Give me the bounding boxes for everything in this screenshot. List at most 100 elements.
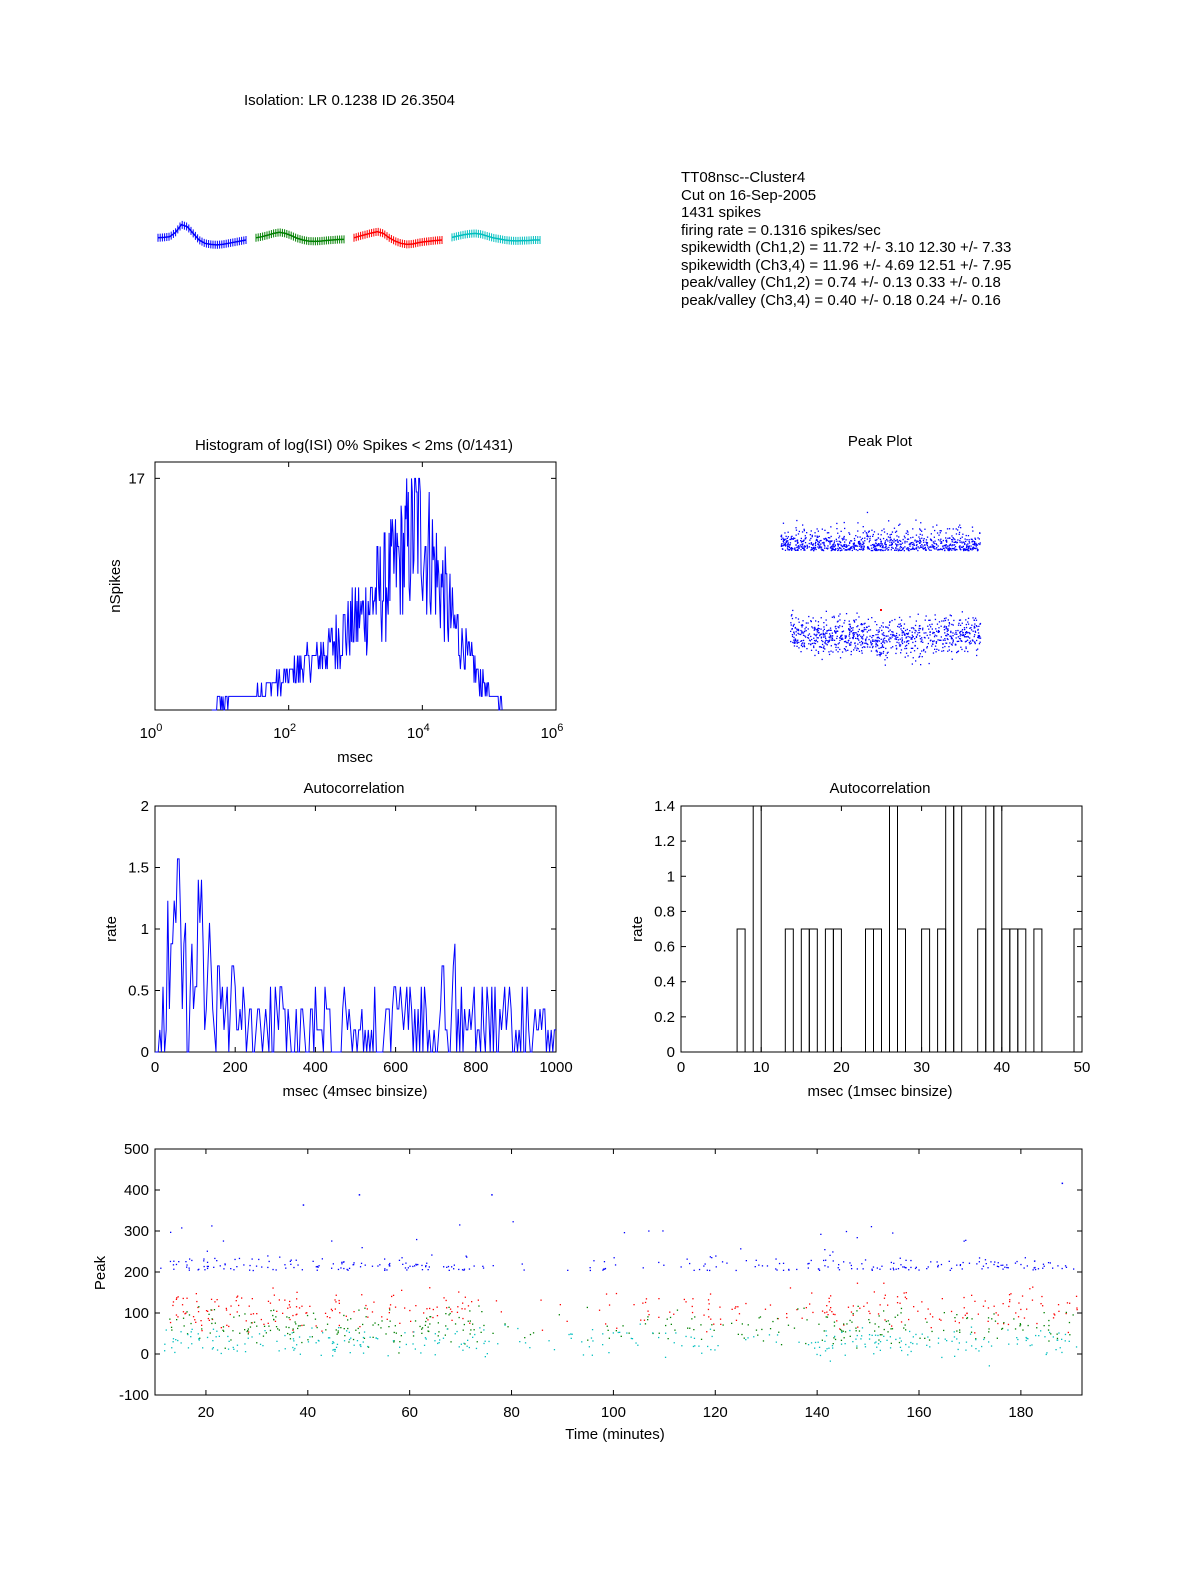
time-point xyxy=(288,1326,290,1329)
peak-plot-point xyxy=(967,543,969,545)
ac1-xtick-label: 200 xyxy=(223,1059,248,1076)
peak-plot-point xyxy=(979,543,981,546)
ac2-bar xyxy=(945,805,955,1053)
time-point xyxy=(869,1321,871,1324)
peak-plot-point xyxy=(849,625,851,627)
time-point xyxy=(467,1305,470,1307)
peak-plot-point xyxy=(919,545,922,547)
ac2-bar xyxy=(800,928,810,1053)
time-point xyxy=(1066,1302,1069,1304)
time-point xyxy=(896,1296,899,1298)
peak-plot-point xyxy=(915,635,918,638)
peak-plot-point xyxy=(974,537,976,539)
time-point xyxy=(899,1346,902,1348)
time-point xyxy=(1019,1323,1021,1325)
peak-plot-point xyxy=(937,631,939,633)
time-point xyxy=(213,1266,215,1268)
time-point xyxy=(899,1337,901,1339)
peak-plot-point xyxy=(833,546,836,548)
time-point xyxy=(1017,1316,1020,1318)
time-point xyxy=(689,1262,691,1265)
time-point xyxy=(187,1347,190,1349)
time-point xyxy=(1025,1339,1027,1342)
peak-plot-point xyxy=(974,641,976,643)
peak-plot-point xyxy=(878,654,880,656)
time-point xyxy=(814,1341,817,1344)
peak-plot-point xyxy=(879,653,881,656)
time-point xyxy=(864,1343,866,1345)
time-point xyxy=(883,1335,885,1337)
peak-plot-point xyxy=(936,635,938,637)
peak-plot-point xyxy=(883,528,885,530)
time-point xyxy=(1026,1265,1028,1267)
time-point xyxy=(685,1335,687,1338)
time-point xyxy=(829,1254,831,1256)
time-point xyxy=(203,1258,205,1260)
peak-plot-point xyxy=(895,645,897,647)
time-point xyxy=(778,1262,781,1265)
peak-plot-point xyxy=(953,538,955,540)
peak-plot-point xyxy=(947,628,949,630)
peak-plot-point xyxy=(933,542,935,544)
time-point xyxy=(703,1265,705,1267)
time-point xyxy=(1065,1311,1067,1314)
peak-plot-point xyxy=(972,540,974,542)
peak-plot-point xyxy=(906,538,909,540)
time-point xyxy=(305,1312,307,1314)
peak-plot-point xyxy=(814,626,816,629)
peak-plot-point xyxy=(817,621,820,623)
peak-plot-point xyxy=(979,637,982,639)
peak-plot-point xyxy=(803,547,805,550)
peak-plot-point xyxy=(970,545,972,547)
time-point xyxy=(984,1300,986,1302)
peak-plot-point xyxy=(951,541,953,543)
time-point xyxy=(821,1310,824,1312)
time-point xyxy=(462,1317,464,1320)
time-point xyxy=(213,1309,216,1311)
peak-plot-point xyxy=(869,635,871,637)
peak-plot-point xyxy=(946,638,948,640)
time-point xyxy=(486,1353,488,1355)
peak-plot-point xyxy=(964,628,966,631)
time-point xyxy=(614,1264,617,1266)
peak-plot-point xyxy=(844,635,846,637)
time-point xyxy=(1007,1329,1009,1331)
time-point xyxy=(453,1268,455,1270)
peak-plot-point xyxy=(822,640,824,643)
time-point xyxy=(176,1319,178,1321)
time-point xyxy=(762,1340,765,1342)
time-point xyxy=(239,1332,241,1334)
time-point xyxy=(262,1335,265,1337)
time-point xyxy=(404,1332,406,1334)
time-point xyxy=(874,1323,876,1325)
time-point xyxy=(336,1333,338,1335)
time-point xyxy=(892,1232,894,1234)
time-point xyxy=(571,1333,573,1335)
time-point xyxy=(1008,1294,1011,1296)
peak-plot-point xyxy=(965,626,968,629)
peak-plot-point xyxy=(945,532,947,534)
peak-plot-point xyxy=(811,548,813,551)
time-point xyxy=(330,1308,333,1310)
peak-plot-point xyxy=(934,645,937,647)
peak-plot-point xyxy=(949,642,951,644)
peak-plot-point xyxy=(796,642,798,644)
time-point xyxy=(737,1306,739,1308)
time-point xyxy=(262,1345,264,1347)
time-point xyxy=(282,1312,284,1314)
peak-plot-point xyxy=(791,628,793,630)
time-point xyxy=(292,1328,294,1330)
peak-plot-point xyxy=(942,539,944,542)
peak-plot-point xyxy=(874,549,876,551)
peak-plot-point xyxy=(913,628,915,630)
peak-plot-point xyxy=(892,631,894,633)
peak-plot-point xyxy=(861,643,864,645)
time-point xyxy=(903,1266,906,1268)
time-point xyxy=(1058,1332,1060,1334)
time-point xyxy=(367,1346,370,1348)
time-point xyxy=(412,1331,414,1333)
peak-plot-point xyxy=(832,543,835,545)
time-point xyxy=(875,1341,877,1343)
ac2-ytick-label: 0.8 xyxy=(654,903,675,920)
time-point xyxy=(886,1339,888,1341)
